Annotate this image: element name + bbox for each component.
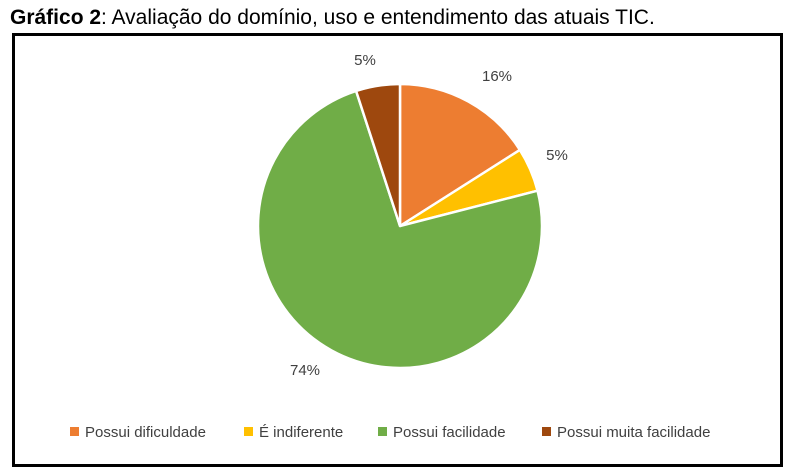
pie-slice-4	[354, 82, 402, 228]
data-label-1: 16%	[482, 68, 512, 85]
legend-swatch-1	[70, 427, 79, 436]
caption-prefix: Gráfico 2	[10, 6, 102, 29]
legend-label-3: Possui facilidade	[393, 424, 506, 441]
legend-swatch-2	[244, 427, 253, 436]
legend-swatch-3	[378, 427, 387, 436]
data-label-2: 5%	[546, 147, 568, 164]
legend-label-1: Possui dificuldade	[85, 424, 206, 441]
legend-label-4: Possui muita facilidade	[557, 424, 710, 441]
legend-label-2: É indiferente	[259, 424, 343, 441]
data-label-3: 74%	[290, 362, 320, 379]
legend-swatch-4	[542, 427, 551, 436]
figure-caption: Gráfico 2: Avaliação do domínio, uso e e…	[10, 6, 655, 30]
caption-text: : Avaliação do domínio, uso e entendimen…	[101, 6, 655, 29]
pie-slice-1	[398, 82, 522, 228]
data-label-4: 5%	[354, 52, 376, 69]
pie-slice-3	[256, 89, 544, 370]
